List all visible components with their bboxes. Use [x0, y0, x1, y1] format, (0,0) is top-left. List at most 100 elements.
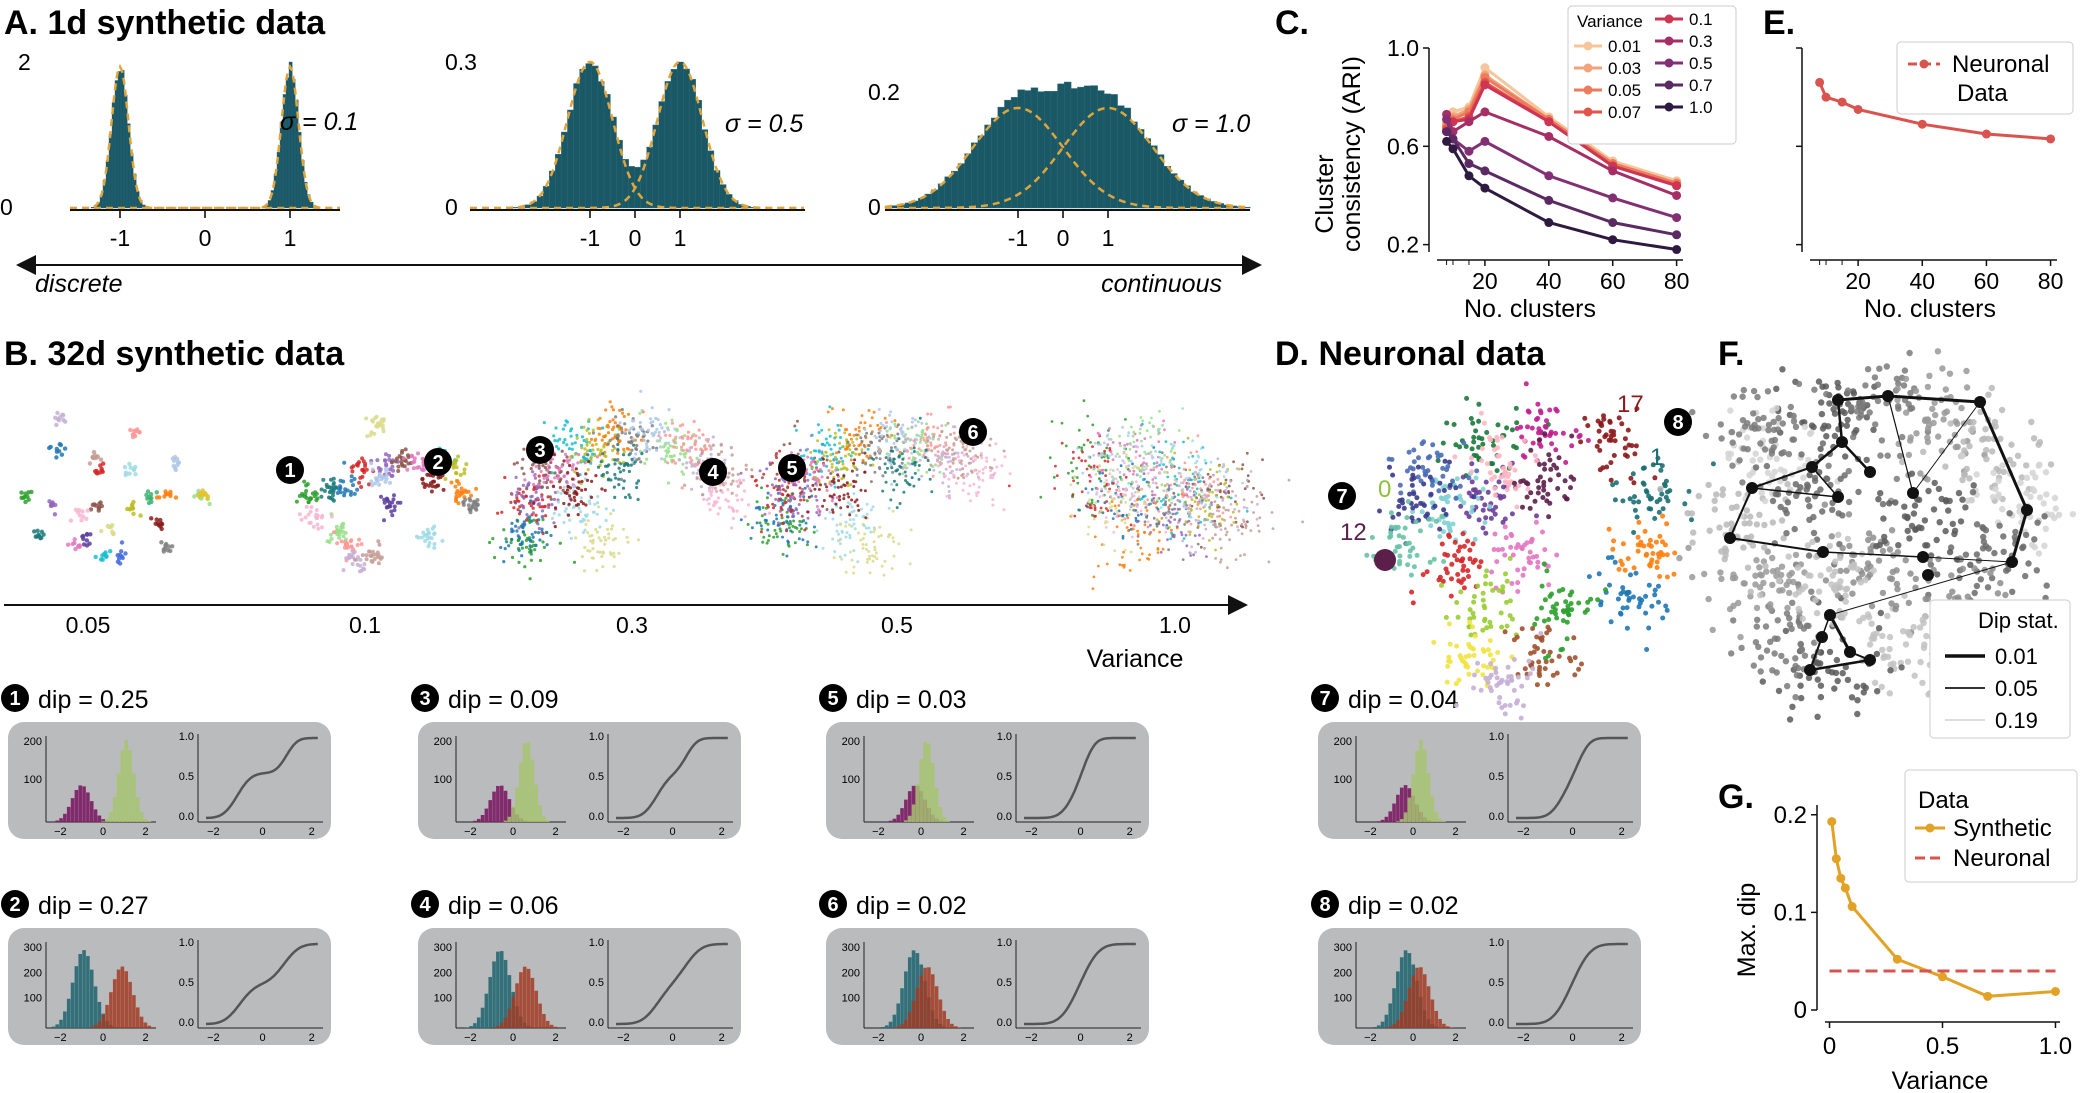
embedding-point: [820, 442, 824, 446]
embedding-point: [1125, 453, 1128, 456]
marker-badge-number: 7: [1319, 688, 1330, 710]
neuron-point: [1647, 537, 1653, 543]
embedding-point: [741, 478, 746, 482]
embedding-point: [679, 452, 683, 456]
embedding-point: [454, 471, 458, 475]
embedding-point: [1221, 511, 1225, 515]
embedding-point: [600, 554, 604, 559]
embedding-point: [815, 468, 819, 471]
embedding-point: [311, 524, 316, 529]
embedding-point: [1257, 529, 1261, 533]
neuron-point: [1469, 509, 1475, 515]
embedding-point: [370, 418, 375, 423]
hist-bar: [904, 971, 908, 1028]
hist-bar: [66, 806, 71, 822]
embedding-point: [1206, 487, 1210, 491]
histogram-bar: [1083, 85, 1092, 209]
embedding-point: [601, 550, 605, 554]
embedding-point: [793, 424, 797, 428]
hist-y-tick: 100: [1334, 774, 1352, 786]
embedding-point: [1186, 436, 1190, 440]
hist-bar: [473, 820, 477, 822]
neuron-point: [1667, 488, 1673, 494]
embedding-point: [833, 455, 837, 459]
y-tick-label: 0.3: [445, 49, 477, 75]
embedding-point: [850, 469, 854, 473]
embedding-point: [579, 443, 584, 448]
embedding-point: [951, 473, 955, 477]
embedding-point: [1195, 465, 1198, 469]
embedding-point: [1143, 465, 1146, 469]
embedding-point: [474, 507, 479, 512]
hist-bar: [105, 818, 109, 822]
embedding-point: [711, 486, 715, 490]
embedding-point: [672, 445, 676, 449]
embedding-point: [560, 464, 564, 468]
embedding-point: [511, 529, 515, 533]
hist-bar: [503, 790, 508, 822]
neuron-point: [1456, 548, 1461, 554]
embedding-point: [864, 516, 868, 520]
embedding-point: [964, 464, 968, 468]
neuron-point: [1534, 513, 1539, 519]
embedding-point: [848, 433, 852, 437]
histogram-bar: [689, 79, 696, 209]
embedding-point: [1214, 488, 1218, 492]
histogram-bar: [1050, 91, 1059, 209]
embedding-point: [886, 466, 889, 470]
embedding-point: [1131, 481, 1135, 484]
embedding-point: [627, 453, 631, 457]
hist-bar: [139, 1016, 144, 1028]
embedding-point: [370, 467, 375, 472]
embedding-point: [773, 504, 777, 507]
embedding-point: [805, 471, 809, 475]
embedding-point: [955, 468, 959, 471]
embedding-point: [568, 518, 572, 522]
embedding-point: [1256, 502, 1259, 506]
embedding-point: [642, 432, 646, 436]
embedding-point: [890, 446, 893, 450]
embedding-point: [596, 447, 600, 451]
marker-badge: [699, 458, 727, 486]
embedding-point: [1194, 461, 1197, 465]
embedding-point: [1145, 503, 1149, 507]
embedding-point: [575, 486, 580, 490]
embedding-point: [207, 501, 212, 507]
embedding-point: [693, 443, 697, 447]
embedding-point: [586, 519, 590, 523]
embedding-point: [1118, 434, 1121, 438]
embedding-point: [1105, 434, 1109, 438]
embedding-point: [562, 474, 566, 479]
embedding-point: [341, 479, 346, 484]
embedding-point: [764, 521, 768, 525]
hist-x-tick: −2: [464, 1032, 477, 1044]
embedding-point: [860, 507, 864, 511]
embedding-point: [403, 447, 408, 452]
embedding-point: [701, 449, 705, 453]
embedding-point: [865, 431, 869, 435]
legend-label: Data: [1957, 80, 2008, 107]
embedding-point: [1208, 468, 1212, 471]
embedding-point: [1229, 503, 1233, 506]
embedding-point: [835, 496, 839, 500]
data-point: [1544, 117, 1554, 127]
embedding-point: [1072, 479, 1075, 483]
hist-bar: [59, 818, 63, 822]
embedding-point: [784, 496, 788, 500]
embedding-point: [852, 444, 856, 448]
embedding-point: [787, 508, 791, 512]
neuron-point: [1618, 558, 1624, 564]
embedding-point: [701, 493, 705, 497]
embedding-point: [1141, 419, 1145, 423]
embedding-point: [557, 447, 561, 451]
embedding-point: [516, 487, 520, 491]
hist-x-tick: 2: [1453, 826, 1459, 838]
embedding-point: [845, 428, 849, 431]
embedding-point: [1098, 495, 1102, 499]
embedding-point: [123, 551, 128, 556]
embedding-point: [585, 440, 589, 444]
embedding-point: [590, 556, 594, 560]
embedding-point: [145, 489, 151, 494]
embedding-point: [39, 535, 44, 540]
embedding-point: [572, 484, 576, 489]
